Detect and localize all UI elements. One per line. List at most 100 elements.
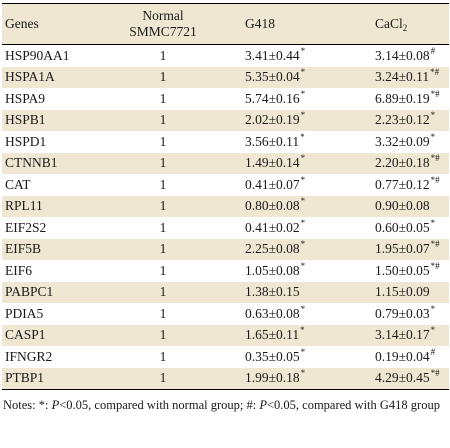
g418-value: 1.49±0.14 <box>245 155 300 171</box>
g418-value: 1.99±0.18 <box>245 370 300 386</box>
cell-cacl2: 0.79±0.03* <box>337 303 449 325</box>
table-row: EIF2S2 1 0.41±0.02* 0.60±0.05* <box>2 217 449 239</box>
cell-gene: PABPC1 <box>2 281 111 303</box>
cell-g418: 0.35±0.05* <box>215 346 337 368</box>
cell-gene: HSPA1A <box>2 66 111 88</box>
notes-prefix: Notes: *: <box>3 398 52 412</box>
table-row: PABPC1 1 1.38±0.15 1.15±0.09 <box>2 281 449 303</box>
cell-gene: EIF2S2 <box>5 219 47 235</box>
cacl2-significance: * <box>430 131 436 142</box>
table-row: IFNGR2 1 0.35±0.05* 0.19±0.04# <box>2 346 449 368</box>
cell-normal: 1 <box>111 152 215 174</box>
cell-cacl2: 1.95±0.07*# <box>337 238 449 260</box>
cell-cacl2: 0.19±0.04# <box>337 346 449 368</box>
cell-g418: 0.63±0.08* <box>215 303 337 325</box>
cacl2-value: 3.24±0.11 <box>375 69 430 85</box>
cell-normal: 1 <box>111 109 215 131</box>
table-row: CAT 1 0.41±0.07* 0.77±0.12*# <box>2 174 449 196</box>
cacl2-significance: *# <box>430 88 440 99</box>
cacl2-value: 4.29±0.45 <box>375 370 430 386</box>
g418-significance: * <box>300 196 306 207</box>
cell-gene: CAT <box>5 176 31 192</box>
cell-g418: 1.65±0.11* <box>215 324 337 346</box>
g418-significance: * <box>300 174 306 185</box>
g418-value: 0.41±0.07 <box>245 176 300 192</box>
cell-gene: PDIA5 <box>5 305 44 321</box>
g418-value: 2.02±0.19 <box>245 112 300 128</box>
table-row: RPL11 1 0.80±0.08* 0.90±0.08 <box>2 195 449 217</box>
table-row: HSPA9 1 5.74±0.16* 6.89±0.19*# <box>2 88 449 110</box>
cell-normal: 1 <box>159 90 167 106</box>
g418-significance: * <box>300 45 306 56</box>
cell-g418: 2.25±0.08* <box>215 238 337 260</box>
cell-gene: IFNGR2 <box>5 348 53 364</box>
cell-g418: 3.56±0.11* <box>215 131 337 153</box>
table-header-row: Genes Normal SMMC7721 G418 CaCl2 <box>2 3 449 45</box>
g418-significance: * <box>300 153 306 164</box>
cell-gene: RPL11 <box>2 195 111 217</box>
cell-cacl2: 3.24±0.11*# <box>337 66 449 88</box>
g418-significance: * <box>300 88 306 99</box>
notes-p-symbol-2: P <box>259 398 267 412</box>
cacl2-value: 3.14±0.17 <box>375 327 430 343</box>
cell-normal: 1 <box>159 348 167 364</box>
cacl2-significance: *# <box>430 153 440 164</box>
cell-normal: 1 <box>159 176 167 192</box>
cell-normal: 1 <box>111 66 215 88</box>
g418-significance: * <box>300 110 306 121</box>
cell-normal: 1 <box>111 238 215 260</box>
g418-value: 3.56±0.11 <box>245 133 300 149</box>
notes-text-2: <0.05, compared with G418 group <box>266 398 440 412</box>
table-row: HSP90AA1 1 3.41±0.44* 3.14±0.08# <box>2 45 449 67</box>
cell-g418: 5.35±0.04* <box>215 66 337 88</box>
g418-significance: * <box>300 239 306 250</box>
header-genes: Genes <box>2 3 111 45</box>
cacl2-value: 0.77±0.12 <box>375 176 430 192</box>
table-row: HSPB1 1 2.02±0.19* 2.23±0.12* <box>2 109 449 131</box>
g418-value: 3.41±0.44 <box>245 47 300 63</box>
g418-significance: * <box>300 346 306 357</box>
cell-cacl2: 1.15±0.09 <box>337 281 449 303</box>
cell-cacl2: 6.89±0.19*# <box>337 88 449 110</box>
g418-significance: * <box>300 217 306 228</box>
cacl2-significance: * <box>430 303 436 314</box>
cell-g418: 1.49±0.14* <box>215 152 337 174</box>
cacl2-significance: *# <box>430 260 440 271</box>
cell-cacl2: 4.29±0.45*# <box>337 367 449 390</box>
cacl2-significance: # <box>430 45 436 56</box>
header-g418: G418 <box>215 3 337 45</box>
cell-cacl2: 0.60±0.05* <box>337 217 449 239</box>
cacl2-significance: * <box>430 325 436 336</box>
cacl2-significance: *# <box>430 239 440 250</box>
cell-normal: 1 <box>159 305 167 321</box>
cell-g418: 1.99±0.18* <box>215 367 337 390</box>
gene-expression-table: Genes Normal SMMC7721 G418 CaCl2 HSP90AA1… <box>2 3 449 390</box>
table-row: EIF6 1 1.05±0.08* 1.50±0.05*# <box>2 260 449 282</box>
cell-gene: CASP1 <box>2 324 111 346</box>
cell-g418: 3.41±0.44* <box>215 45 337 67</box>
g418-value: 5.35±0.04 <box>245 69 300 85</box>
g418-value: 2.25±0.08 <box>245 241 300 257</box>
cell-g418: 0.41±0.07* <box>215 174 337 196</box>
cell-cacl2: 3.14±0.08# <box>337 45 449 67</box>
header-cacl2-subscript: 2 <box>402 23 408 33</box>
cell-gene: EIF5B <box>2 238 111 260</box>
g418-significance: * <box>300 368 306 379</box>
cell-cacl2: 2.20±0.18*# <box>337 152 449 174</box>
g418-value: 0.63±0.08 <box>245 305 300 321</box>
cell-g418: 5.74±0.16* <box>215 88 337 110</box>
g418-significance: * <box>300 131 305 142</box>
table-row: EIF5B 1 2.25±0.08* 1.95±0.07*# <box>2 238 449 260</box>
table-row: HSPA1A 1 5.35±0.04* 3.24±0.11*# <box>2 66 449 88</box>
cacl2-value: 3.14±0.08 <box>375 47 430 63</box>
cell-g418: 1.38±0.15 <box>215 281 337 303</box>
cacl2-value: 2.20±0.18 <box>375 155 430 171</box>
cell-normal: 1 <box>159 262 167 278</box>
cell-cacl2: 3.32±0.09* <box>337 131 449 153</box>
cacl2-significance: * <box>430 217 436 228</box>
cacl2-value: 6.89±0.19 <box>375 90 430 106</box>
cacl2-value: 1.15±0.09 <box>375 284 430 300</box>
g418-value: 5.74±0.16 <box>245 90 300 106</box>
cacl2-significance: *# <box>430 67 440 78</box>
